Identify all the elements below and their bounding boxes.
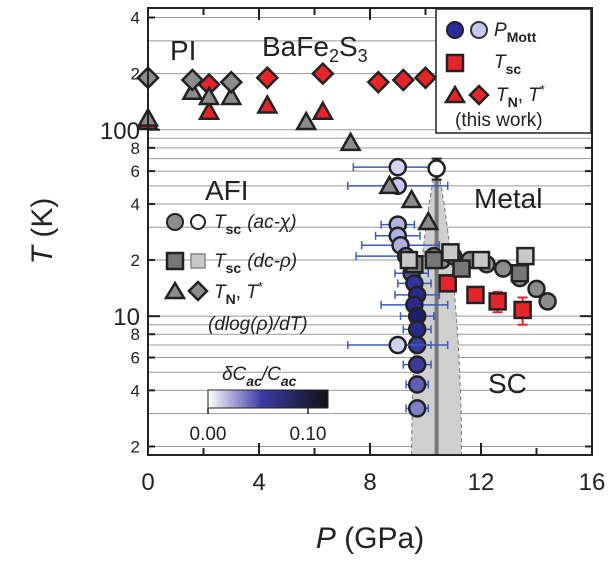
y-tick-label: 2 xyxy=(131,437,140,456)
literature-legend: Tsc (ac-χ) Tsc (dc-ρ) TN, T* (dlog(ρ)/dT) xyxy=(163,212,308,335)
marker xyxy=(388,335,407,355)
marker xyxy=(438,274,457,293)
y-tick-label: 4 xyxy=(131,195,140,214)
marker xyxy=(441,243,460,262)
marker xyxy=(339,131,362,152)
annotation: SC xyxy=(488,368,527,399)
x-tick-label: 4 xyxy=(252,469,265,496)
marker xyxy=(417,210,440,231)
colorbar-label: δCac/Cac xyxy=(222,364,297,389)
marker xyxy=(197,100,221,120)
y-tick-label: 8 xyxy=(131,325,140,344)
marker xyxy=(180,68,205,92)
y-tick-label: 6 xyxy=(131,162,140,181)
marker xyxy=(413,66,438,90)
marker xyxy=(427,159,446,178)
y-tick-label: 2 xyxy=(131,251,140,270)
marker xyxy=(407,375,427,394)
annotation: BaFe2S3 xyxy=(262,31,368,66)
legend-marker xyxy=(187,280,209,302)
colorbar: δCac/Cac 0.00 0.10 xyxy=(190,364,329,445)
marker xyxy=(407,355,427,374)
marker xyxy=(513,300,532,320)
legend-note: (dlog(ρ)/dT) xyxy=(208,314,308,335)
legend-marker xyxy=(443,84,467,104)
legend: PMott Tsc TN, T* (this work) xyxy=(435,8,592,134)
legend-label: Tsc xyxy=(494,52,521,77)
annotation: AFI xyxy=(205,175,249,206)
annotation: PI xyxy=(170,35,196,66)
legend-label: TN, T* xyxy=(496,82,545,110)
marker xyxy=(466,285,485,305)
legend-marker xyxy=(165,251,185,271)
legend-label: Tsc (dc-ρ) xyxy=(214,251,297,276)
y-tick-label: 10 xyxy=(113,304,140,331)
x-tick-label: 8 xyxy=(363,469,376,496)
legend-marker xyxy=(446,21,464,39)
colorbar-bar xyxy=(207,389,329,409)
marker xyxy=(388,157,407,177)
y-tick-label: 6 xyxy=(131,349,140,368)
marker xyxy=(220,85,243,106)
legend-marker xyxy=(166,213,184,231)
marker xyxy=(538,292,557,311)
marker xyxy=(493,259,513,278)
colorbar-tick-label: 0.00 xyxy=(190,424,227,445)
plot-frame xyxy=(147,7,593,456)
marker xyxy=(311,100,334,120)
legend-label: TN, T* xyxy=(214,279,263,307)
y-tick-label: 100 xyxy=(100,118,140,145)
marker xyxy=(471,250,491,270)
marker xyxy=(311,61,335,86)
x-tick-label: 0 xyxy=(141,469,154,496)
marker xyxy=(400,188,423,209)
marker xyxy=(407,399,427,418)
y-tick-label: 2 xyxy=(131,65,140,84)
y-tick-label: 4 xyxy=(131,381,140,400)
legend-note: (this work) xyxy=(455,110,543,131)
legend-marker xyxy=(190,253,206,269)
marker xyxy=(399,250,419,270)
legend-marker xyxy=(190,214,206,230)
legend-marker xyxy=(163,280,187,300)
legend-marker xyxy=(470,21,488,39)
marker xyxy=(510,263,530,283)
marker xyxy=(516,246,535,266)
x-tick-label: 16 xyxy=(579,469,606,496)
y-axis-label: T (K) xyxy=(26,198,59,265)
legend-marker xyxy=(445,53,465,73)
marker xyxy=(219,70,244,94)
marker xyxy=(366,70,391,94)
y-tick-label: 8 xyxy=(131,139,140,158)
legend-marker xyxy=(468,84,490,106)
marker xyxy=(295,110,318,131)
x-axis-label: P (GPa) xyxy=(316,522,424,555)
marker xyxy=(255,66,280,90)
marker xyxy=(197,85,221,106)
annotation: Metal xyxy=(474,183,542,214)
marker xyxy=(527,279,546,299)
legend-label: Tsc (ac-χ) xyxy=(214,212,297,237)
marker xyxy=(424,250,444,270)
x-tick-label: 12 xyxy=(468,469,495,496)
marker xyxy=(378,174,401,195)
colorbar-tick-label: 0.10 xyxy=(290,424,327,445)
marker xyxy=(256,93,279,114)
marker xyxy=(407,320,427,339)
y-tick-label: 4 xyxy=(131,9,140,28)
marker xyxy=(391,68,416,92)
marker xyxy=(488,292,507,311)
legend-label: PMott xyxy=(494,20,537,45)
marker xyxy=(452,259,471,278)
